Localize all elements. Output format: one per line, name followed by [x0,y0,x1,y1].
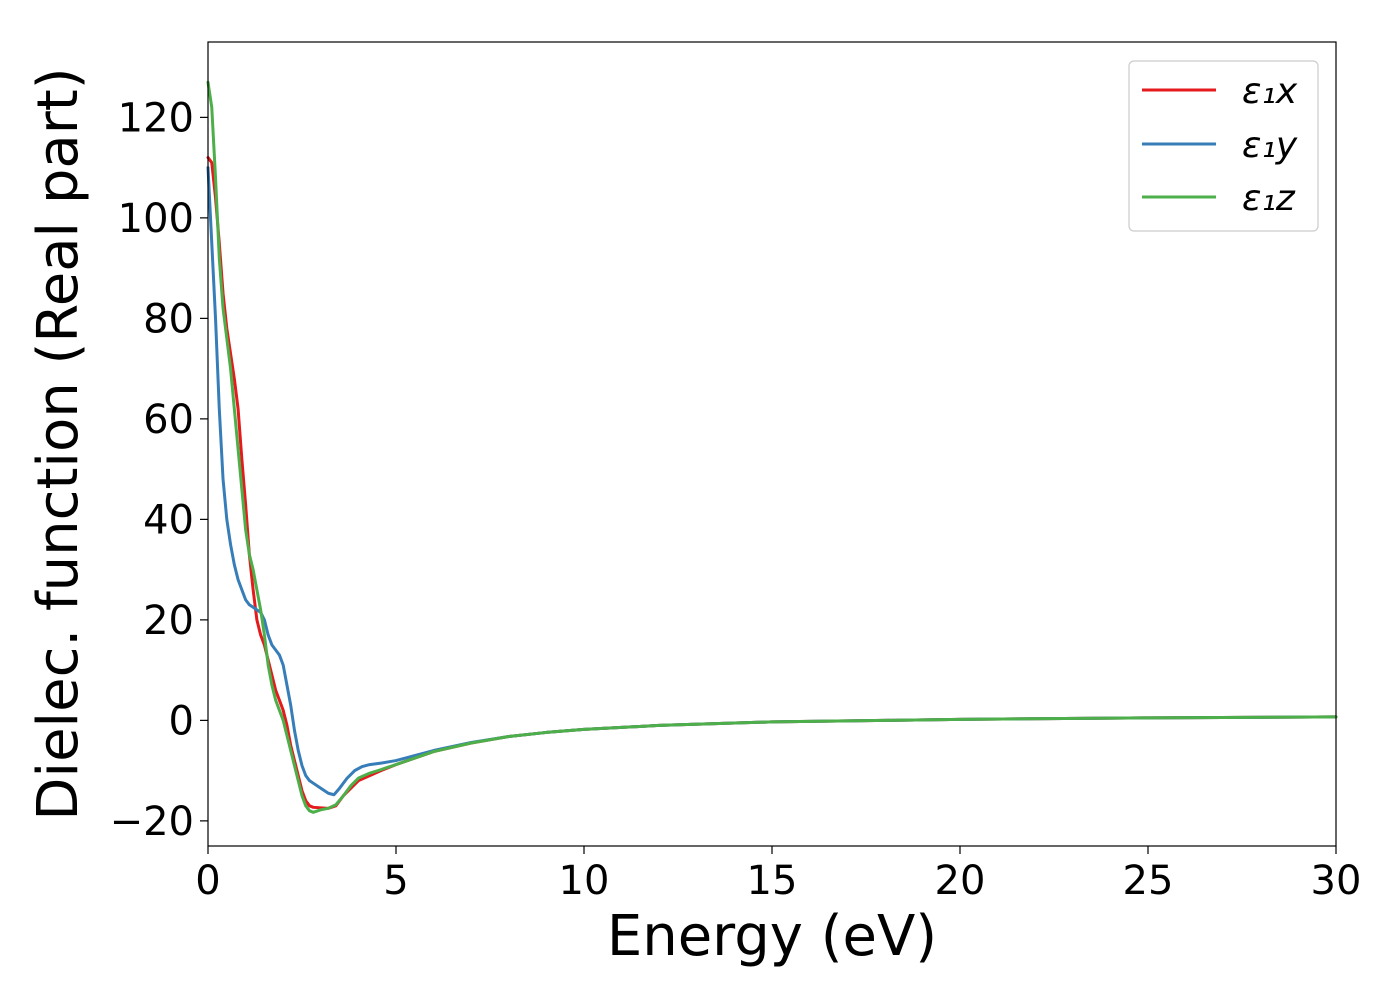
y-axis-ticks: −20 0 20 40 60 80 100 120 [110,95,208,845]
x-axis-ticks: 0 5 10 15 20 25 30 [195,846,1361,904]
x-tick-label: 30 [1311,858,1362,904]
legend-label-x: ε₁x [1242,71,1298,112]
y-tick-label: 120 [118,95,194,141]
x-axis-title: Energy (eV) [607,904,937,969]
series-line-z [206,80,1338,814]
series-layer [206,80,1338,814]
x-tick-label: 20 [935,858,986,904]
y-tick-label: 60 [143,397,194,443]
y-tick-label: 100 [118,196,194,242]
legend-box [1128,60,1319,232]
y-tick-label: 20 [143,598,194,644]
y-tick-label: 0 [169,698,194,744]
y-tick-label: 80 [143,296,194,342]
legend-label-y: ε₁y [1242,125,1298,166]
y-axis-title: Dielec. function (Real part) [26,67,91,820]
legend: ε₁x ε₁y ε₁z [1128,60,1319,232]
legend-label-z: ε₁z [1242,178,1296,219]
x-tick-label: 25 [1123,858,1174,904]
x-tick-label: 10 [559,858,610,904]
x-tick-label: 5 [383,858,408,904]
y-tick-label: −20 [110,799,194,845]
x-tick-label: 0 [195,858,220,904]
x-tick-label: 15 [747,858,798,904]
y-tick-label: 40 [143,497,194,543]
